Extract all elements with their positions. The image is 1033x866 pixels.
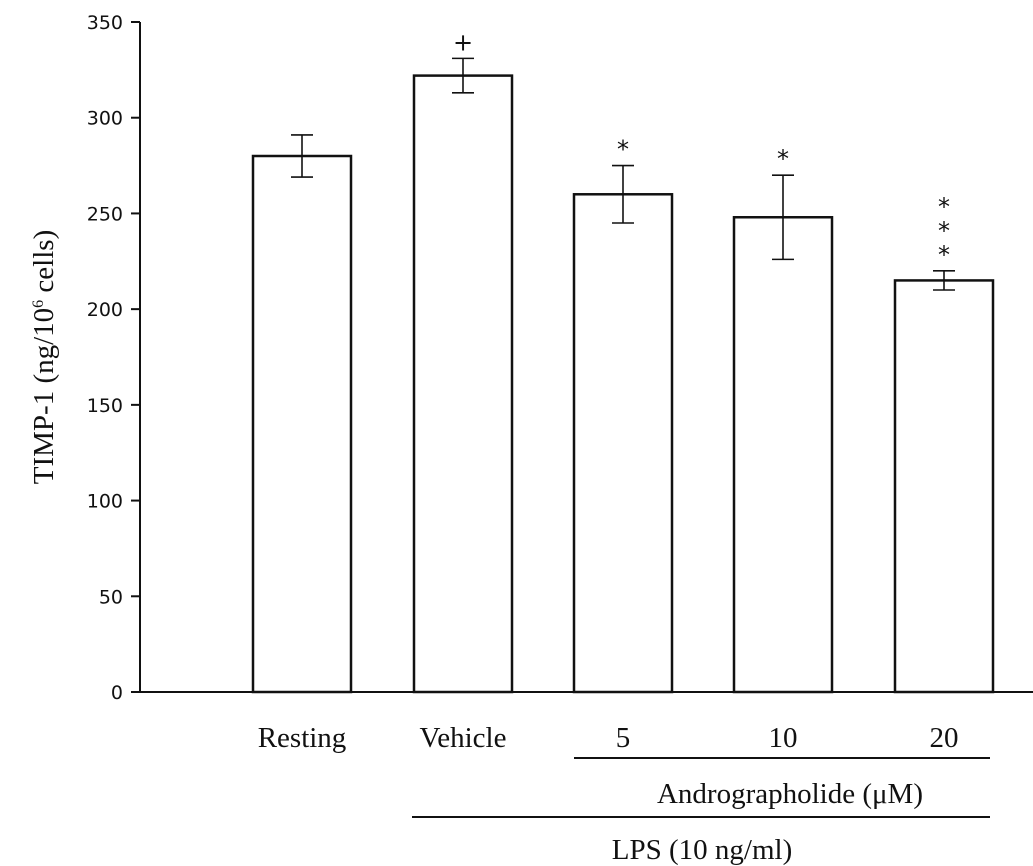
significance-mark: * (777, 145, 789, 173)
y-tick-label: 300 (87, 108, 123, 130)
bar (572, 193, 674, 694)
error-bar (291, 134, 313, 178)
category-label: 10 (769, 722, 798, 754)
y-tick-label: 100 (87, 491, 123, 513)
bar (251, 154, 353, 694)
significance-mark: * (617, 136, 629, 164)
andrographolide-group-label: Andrographolide (μM) (657, 778, 923, 810)
error-bar (452, 57, 474, 94)
significance-annotations: +* ** * * (453, 28, 950, 268)
bar (412, 74, 514, 694)
significance-mark: + (453, 28, 473, 56)
y-tick-label: 150 (87, 395, 123, 417)
category-label: 20 (930, 722, 959, 754)
bar (893, 279, 995, 694)
category-label: Resting (258, 722, 347, 754)
y-axis-ticks: 0 50 100 150 200 250 300 350 (87, 12, 140, 704)
category-labels: Resting Vehicle 5 10 20 (258, 722, 959, 754)
y-tick-label: 250 (87, 203, 123, 225)
error-bars (291, 57, 955, 291)
y-tick-label: 350 (87, 12, 123, 34)
category-label: Vehicle (420, 722, 507, 754)
category-label: 5 (616, 722, 631, 754)
lps-group-label: LPS (10 ng/ml) (612, 834, 792, 866)
significance-mark: * * * (938, 193, 950, 269)
y-tick-label: 50 (99, 586, 123, 608)
y-tick-label: 0 (111, 682, 123, 704)
bars (251, 74, 995, 694)
y-tick-label: 200 (87, 299, 123, 321)
error-bar (612, 164, 634, 224)
bar (732, 216, 834, 694)
error-bar (772, 174, 794, 261)
y-axis-title: TIMP-1 (ng/106 cells) (28, 230, 60, 484)
error-bar (933, 270, 955, 291)
